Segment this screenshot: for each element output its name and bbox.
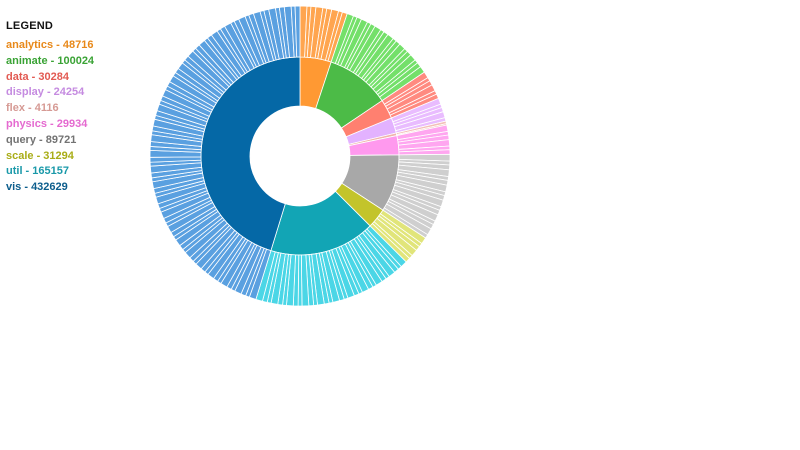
legend-item: data - 30284	[6, 70, 69, 83]
legend-item: display - 24254	[6, 86, 85, 99]
legend: LEGEND analytics - 48716 animate - 100024…	[6, 20, 94, 196]
legend-item: util - 165157	[6, 165, 69, 178]
legend-item: flex - 4116	[6, 102, 59, 115]
outer-ring	[149, 5, 451, 307]
legend-item: physics - 29934	[6, 117, 88, 130]
legend-item: analytics - 48716	[6, 39, 94, 51]
legend-title: LEGEND	[6, 20, 54, 32]
legend-item: scale - 31294	[6, 149, 74, 162]
inner-ring	[200, 56, 400, 256]
legend-item: animate - 100024	[6, 54, 95, 67]
legend-item: vis - 432629	[6, 181, 68, 194]
sunburst-subslice-vis	[294, 5, 301, 58]
legend-items: analytics - 48716 animate - 100024 data - …	[6, 38, 94, 196]
legend-item: query - 89721	[6, 133, 77, 146]
